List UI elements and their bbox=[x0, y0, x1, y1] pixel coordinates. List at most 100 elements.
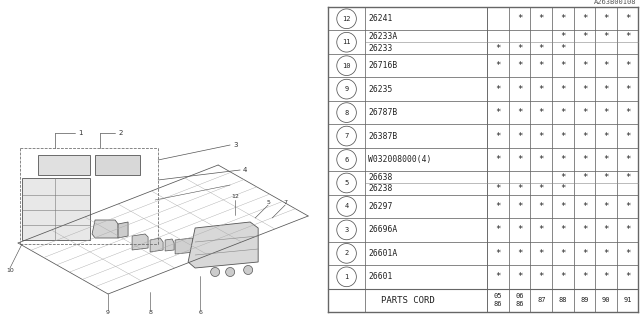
Text: *: * bbox=[582, 172, 587, 182]
Text: 4: 4 bbox=[243, 167, 248, 173]
Text: *: * bbox=[560, 132, 566, 140]
Text: 12: 12 bbox=[231, 195, 239, 199]
Text: *: * bbox=[539, 44, 544, 52]
Text: *: * bbox=[582, 202, 587, 211]
Text: *: * bbox=[517, 132, 522, 140]
Text: 26716B: 26716B bbox=[368, 61, 397, 70]
Text: 9: 9 bbox=[344, 86, 349, 92]
Text: *: * bbox=[560, 85, 566, 94]
Polygon shape bbox=[118, 222, 128, 238]
Text: *: * bbox=[495, 184, 501, 193]
Text: *: * bbox=[560, 249, 566, 258]
Text: *: * bbox=[517, 44, 522, 52]
Text: *: * bbox=[517, 184, 522, 193]
Text: *: * bbox=[495, 61, 501, 70]
Text: 26241: 26241 bbox=[368, 14, 392, 23]
Text: *: * bbox=[495, 108, 501, 117]
Text: *: * bbox=[604, 272, 609, 281]
Text: 26235: 26235 bbox=[368, 85, 392, 94]
Text: *: * bbox=[625, 108, 630, 117]
Text: *: * bbox=[517, 225, 522, 234]
Text: *: * bbox=[539, 155, 544, 164]
Text: 4: 4 bbox=[344, 204, 349, 209]
Text: *: * bbox=[604, 202, 609, 211]
Text: *: * bbox=[560, 14, 566, 23]
Text: *: * bbox=[582, 225, 587, 234]
Text: *: * bbox=[604, 108, 609, 117]
Text: *: * bbox=[604, 85, 609, 94]
Text: *: * bbox=[495, 132, 501, 140]
Text: 8: 8 bbox=[344, 110, 349, 116]
Text: 10: 10 bbox=[342, 63, 351, 69]
Text: *: * bbox=[625, 61, 630, 70]
Text: *: * bbox=[495, 202, 501, 211]
Text: 2: 2 bbox=[118, 130, 122, 136]
Polygon shape bbox=[38, 155, 90, 175]
Text: *: * bbox=[517, 108, 522, 117]
Text: 9: 9 bbox=[106, 310, 110, 316]
Text: 2: 2 bbox=[344, 250, 349, 256]
Text: *: * bbox=[495, 155, 501, 164]
Text: *: * bbox=[560, 225, 566, 234]
Text: 1: 1 bbox=[344, 274, 349, 280]
Text: *: * bbox=[539, 202, 544, 211]
Text: 26233: 26233 bbox=[368, 44, 392, 52]
Text: *: * bbox=[560, 155, 566, 164]
Text: *: * bbox=[560, 172, 566, 182]
Text: *: * bbox=[604, 225, 609, 234]
Text: 3: 3 bbox=[233, 142, 237, 148]
Text: 06: 06 bbox=[515, 293, 524, 300]
Text: *: * bbox=[582, 14, 587, 23]
Text: 91: 91 bbox=[623, 297, 632, 303]
Text: *: * bbox=[625, 132, 630, 140]
Text: *: * bbox=[560, 108, 566, 117]
Text: A263B00108: A263B00108 bbox=[595, 0, 637, 5]
Text: *: * bbox=[582, 85, 587, 94]
Text: *: * bbox=[625, 155, 630, 164]
Text: *: * bbox=[604, 32, 609, 41]
Text: 3: 3 bbox=[344, 227, 349, 233]
Text: *: * bbox=[625, 172, 630, 182]
Text: *: * bbox=[625, 225, 630, 234]
Text: *: * bbox=[582, 155, 587, 164]
Text: 5: 5 bbox=[266, 199, 270, 204]
Text: *: * bbox=[539, 14, 544, 23]
Text: *: * bbox=[625, 32, 630, 41]
Text: 26601: 26601 bbox=[368, 272, 392, 281]
Polygon shape bbox=[95, 155, 140, 175]
Polygon shape bbox=[188, 222, 258, 268]
Text: *: * bbox=[517, 249, 522, 258]
Polygon shape bbox=[92, 220, 118, 238]
Text: *: * bbox=[625, 272, 630, 281]
Text: 7: 7 bbox=[283, 199, 287, 204]
Text: 05: 05 bbox=[494, 293, 502, 300]
Text: 86: 86 bbox=[494, 301, 502, 307]
Text: *: * bbox=[625, 14, 630, 23]
Text: *: * bbox=[539, 225, 544, 234]
Text: *: * bbox=[539, 184, 544, 193]
Text: *: * bbox=[582, 61, 587, 70]
Text: *: * bbox=[517, 14, 522, 23]
Text: *: * bbox=[517, 155, 522, 164]
Text: *: * bbox=[495, 85, 501, 94]
Text: 8: 8 bbox=[148, 310, 152, 316]
Text: *: * bbox=[625, 202, 630, 211]
Text: 11: 11 bbox=[342, 39, 351, 45]
Text: *: * bbox=[539, 132, 544, 140]
Text: *: * bbox=[539, 249, 544, 258]
Text: *: * bbox=[517, 61, 522, 70]
Text: *: * bbox=[517, 85, 522, 94]
Text: *: * bbox=[604, 172, 609, 182]
Polygon shape bbox=[165, 239, 174, 251]
Text: *: * bbox=[582, 249, 587, 258]
Text: 26601A: 26601A bbox=[368, 249, 397, 258]
Text: *: * bbox=[539, 61, 544, 70]
Text: 86: 86 bbox=[515, 301, 524, 307]
Text: *: * bbox=[539, 108, 544, 117]
Text: *: * bbox=[495, 272, 501, 281]
Text: 26297: 26297 bbox=[368, 202, 392, 211]
Text: *: * bbox=[495, 249, 501, 258]
Text: PARTS CORD: PARTS CORD bbox=[381, 296, 435, 305]
Text: *: * bbox=[604, 14, 609, 23]
Polygon shape bbox=[150, 238, 163, 252]
